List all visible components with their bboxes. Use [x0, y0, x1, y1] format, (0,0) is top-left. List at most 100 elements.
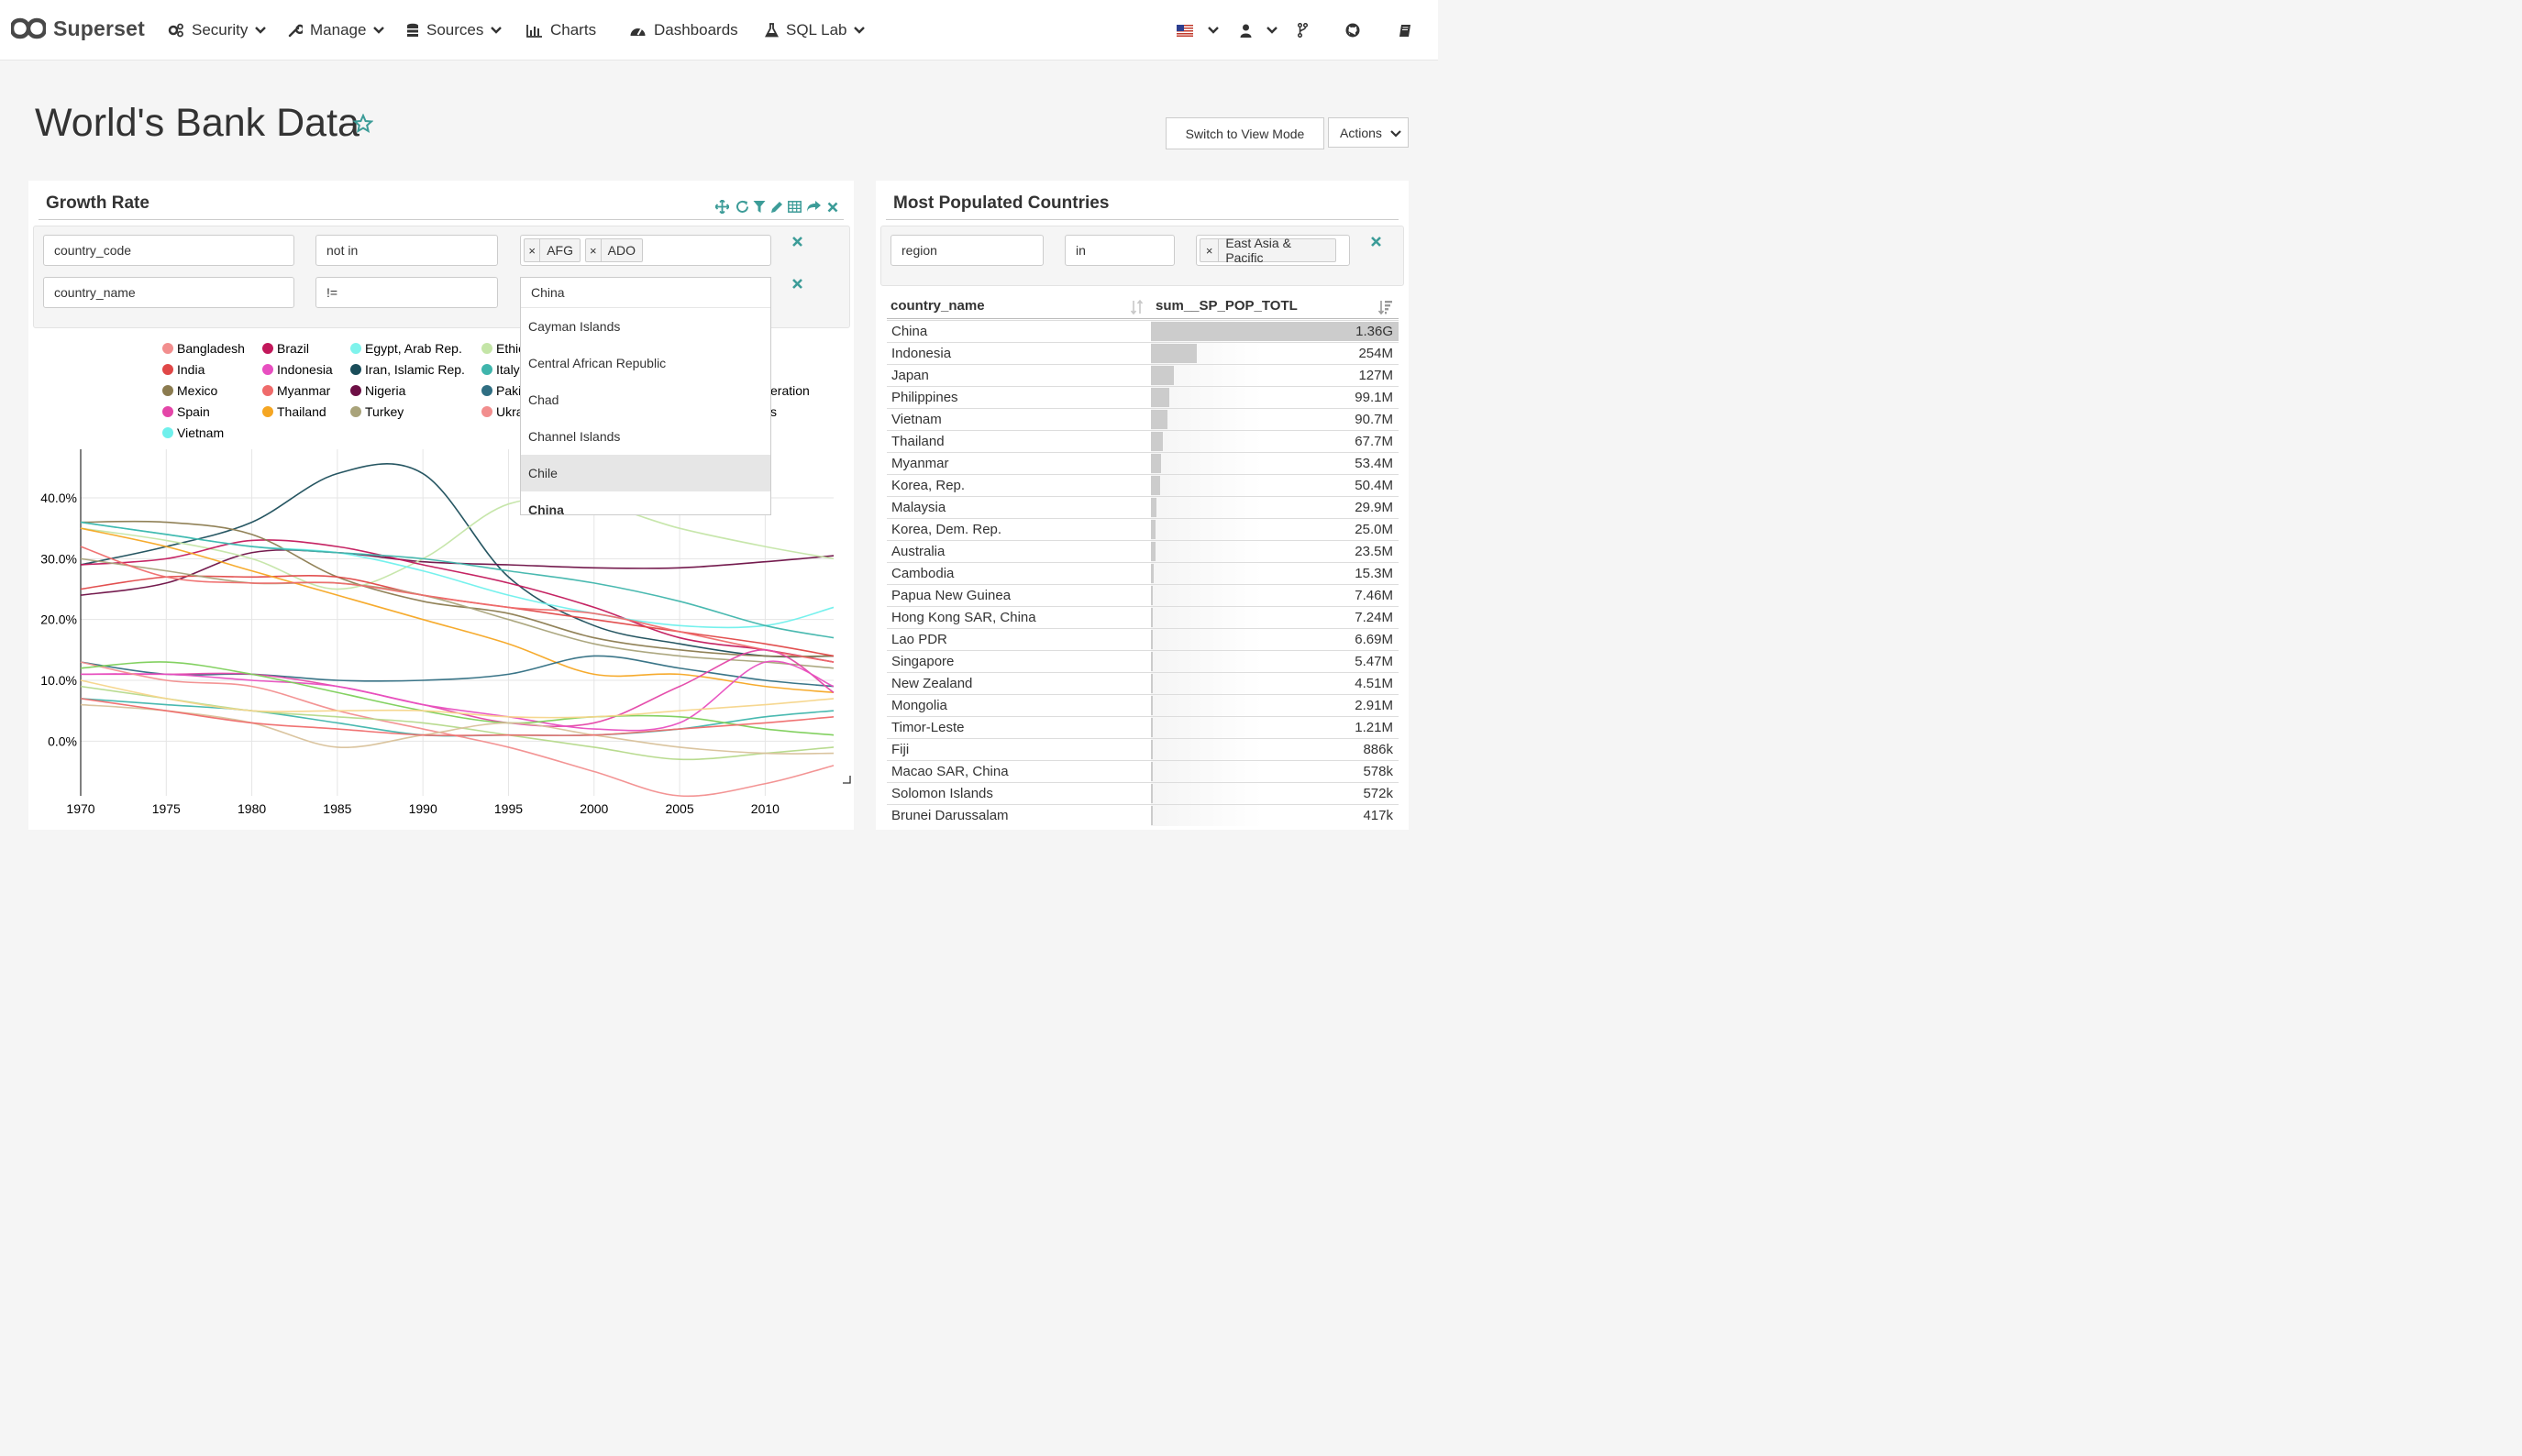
share-icon[interactable]	[806, 200, 822, 213]
filter-column-select[interactable]: country_name	[43, 277, 294, 308]
filter-operator-select[interactable]: not in	[315, 235, 498, 266]
remove-tag-icon[interactable]: ×	[586, 239, 602, 261]
table-row[interactable]: Brunei Darussalam 417k	[887, 804, 1399, 826]
filter-operator-select[interactable]: in	[1065, 235, 1175, 266]
column-header-population[interactable]: sum__SP_POP_TOTL	[1156, 298, 1298, 314]
dropdown-option[interactable]: Cayman Islands	[528, 319, 621, 334]
filter-operator-select[interactable]: !=	[315, 277, 498, 308]
table-row[interactable]: Japan 127M	[887, 364, 1399, 386]
table-row[interactable]: Korea, Dem. Rep. 25.0M	[887, 518, 1399, 540]
table-row[interactable]: Mongolia 2.91M	[887, 694, 1399, 716]
legend-item[interactable]: Turkey	[350, 403, 404, 420]
table-row[interactable]: Myanmar 53.4M	[887, 452, 1399, 474]
nav-security[interactable]: Security	[168, 18, 273, 42]
population-value-cell: 578k	[1363, 764, 1393, 779]
nav-manage[interactable]: Manage	[288, 18, 392, 42]
table-row[interactable]: Cambodia 15.3M	[887, 562, 1399, 584]
nav-charts[interactable]: Charts	[526, 18, 596, 42]
table-row[interactable]: Fiji 886k	[887, 738, 1399, 760]
github-link[interactable]	[1345, 18, 1367, 42]
legend-swatch	[481, 364, 492, 375]
close-icon[interactable]	[827, 202, 838, 213]
dropdown-option[interactable]: Central African Republic	[528, 356, 667, 370]
legend-item[interactable]: Iran, Islamic Rep.	[350, 361, 465, 378]
dropdown-option-selected[interactable]: China	[528, 502, 564, 515]
user-menu[interactable]	[1240, 18, 1285, 42]
legend-item[interactable]: Paki	[481, 382, 521, 399]
legend-item[interactable]: Myanmar	[262, 382, 330, 399]
brand[interactable]: Superset	[11, 13, 145, 44]
table-row[interactable]: Timor-Leste 1.21M	[887, 716, 1399, 738]
legend-item[interactable]: India	[162, 361, 205, 378]
legend-swatch	[162, 364, 173, 375]
resize-handle-icon[interactable]	[843, 776, 851, 784]
sort-desc-icon[interactable]	[1378, 300, 1392, 314]
filter-icon[interactable]	[753, 200, 766, 214]
table-row[interactable]: Vietnam 90.7M	[887, 408, 1399, 430]
move-arrows-icon[interactable]	[715, 200, 729, 214]
table-row[interactable]: Malaysia 29.9M	[887, 496, 1399, 518]
table-icon[interactable]	[788, 201, 802, 213]
legend-item[interactable]: Nigeria	[350, 382, 405, 399]
legend-item[interactable]: Indonesia	[262, 361, 333, 378]
documentation-link[interactable]	[1399, 18, 1419, 42]
table-row[interactable]: Indonesia 254M	[887, 342, 1399, 364]
table-row[interactable]: Korea, Rep. 50.4M	[887, 474, 1399, 496]
x-tick-label: 1990	[409, 801, 437, 816]
table-row[interactable]: Papua New Guinea 7.46M	[887, 584, 1399, 606]
dropdown-option[interactable]: Channel Islands	[528, 429, 621, 444]
filter-column-select[interactable]: country_code	[43, 235, 294, 266]
remove-tag-icon[interactable]: ×	[1200, 239, 1220, 261]
language-menu[interactable]	[1177, 18, 1226, 42]
sort-icon[interactable]	[1131, 300, 1144, 314]
dropdown-option-highlighted[interactable]: Chile	[521, 455, 770, 491]
dropdown-option[interactable]: Chad	[528, 392, 559, 407]
remove-filter-icon[interactable]	[792, 237, 802, 247]
legend-item[interactable]: Vietnam	[162, 425, 224, 441]
legend-item[interactable]: Mexico	[162, 382, 217, 399]
legend-item[interactable]: Spain	[162, 403, 210, 420]
remove-filter-icon[interactable]	[792, 279, 802, 289]
refresh-icon[interactable]	[736, 200, 749, 214]
column-header-country-name[interactable]: country_name	[890, 298, 985, 314]
legend-item[interactable]: Bangladesh	[162, 340, 245, 357]
actions-button[interactable]: Actions	[1328, 117, 1409, 148]
table-row[interactable]: Thailand 67.7M	[887, 430, 1399, 452]
legend-item[interactable]: Brazil	[262, 340, 309, 357]
country-name-cell: China	[891, 324, 928, 339]
code-fork-icon[interactable]	[1298, 18, 1315, 42]
table-row[interactable]: Macao SAR, China 578k	[887, 760, 1399, 782]
filter-value-tag-label: East Asia & Pacific	[1225, 236, 1291, 265]
value-cell-background	[1151, 541, 1399, 562]
edit-pencil-icon[interactable]	[770, 200, 783, 214]
filter-column-select[interactable]: region	[890, 235, 1044, 266]
nav-dashboards[interactable]: Dashboards	[629, 18, 738, 42]
table-row[interactable]: Lao PDR 6.69M	[887, 628, 1399, 650]
switch-to-view-mode-button[interactable]: Switch to View Mode	[1166, 117, 1324, 149]
nav-sql-lab[interactable]: SQL Lab	[765, 18, 872, 42]
legend-item[interactable]: Thailand	[262, 403, 326, 420]
legend-swatch	[350, 364, 361, 375]
legend-item-partial[interactable]: s	[770, 403, 777, 420]
table-row[interactable]: Philippines 99.1M	[887, 386, 1399, 408]
nav-sources[interactable]: Sources	[406, 18, 509, 42]
legend-item[interactable]: Ukra	[481, 403, 524, 420]
remove-filter-icon[interactable]	[1371, 237, 1381, 247]
table-row[interactable]: New Zealand 4.51M	[887, 672, 1399, 694]
table-row[interactable]: Australia 23.5M	[887, 540, 1399, 562]
legend-item[interactable]: Egypt, Arab Rep.	[350, 340, 462, 357]
filter-value-tag: × East Asia & Pacific	[1200, 236, 1336, 265]
legend-item[interactable]: Ethic	[481, 340, 525, 357]
flask-icon	[765, 23, 779, 38]
table-row[interactable]: China 1.36G	[887, 320, 1399, 342]
legend-item[interactable]: Italy	[481, 361, 520, 378]
legend-item-label: Vietnam	[177, 425, 225, 440]
remove-tag-icon[interactable]: ×	[525, 239, 541, 261]
favorite-star-icon[interactable]	[353, 114, 373, 134]
table-row[interactable]: Singapore 5.47M	[887, 650, 1399, 672]
legend-item-partial[interactable]: eration	[770, 382, 810, 399]
legend-swatch	[262, 385, 273, 396]
table-row[interactable]: Hong Kong SAR, China 7.24M	[887, 606, 1399, 628]
dropdown-search-input[interactable]: China	[521, 278, 770, 308]
table-row[interactable]: Solomon Islands 572k	[887, 782, 1399, 804]
